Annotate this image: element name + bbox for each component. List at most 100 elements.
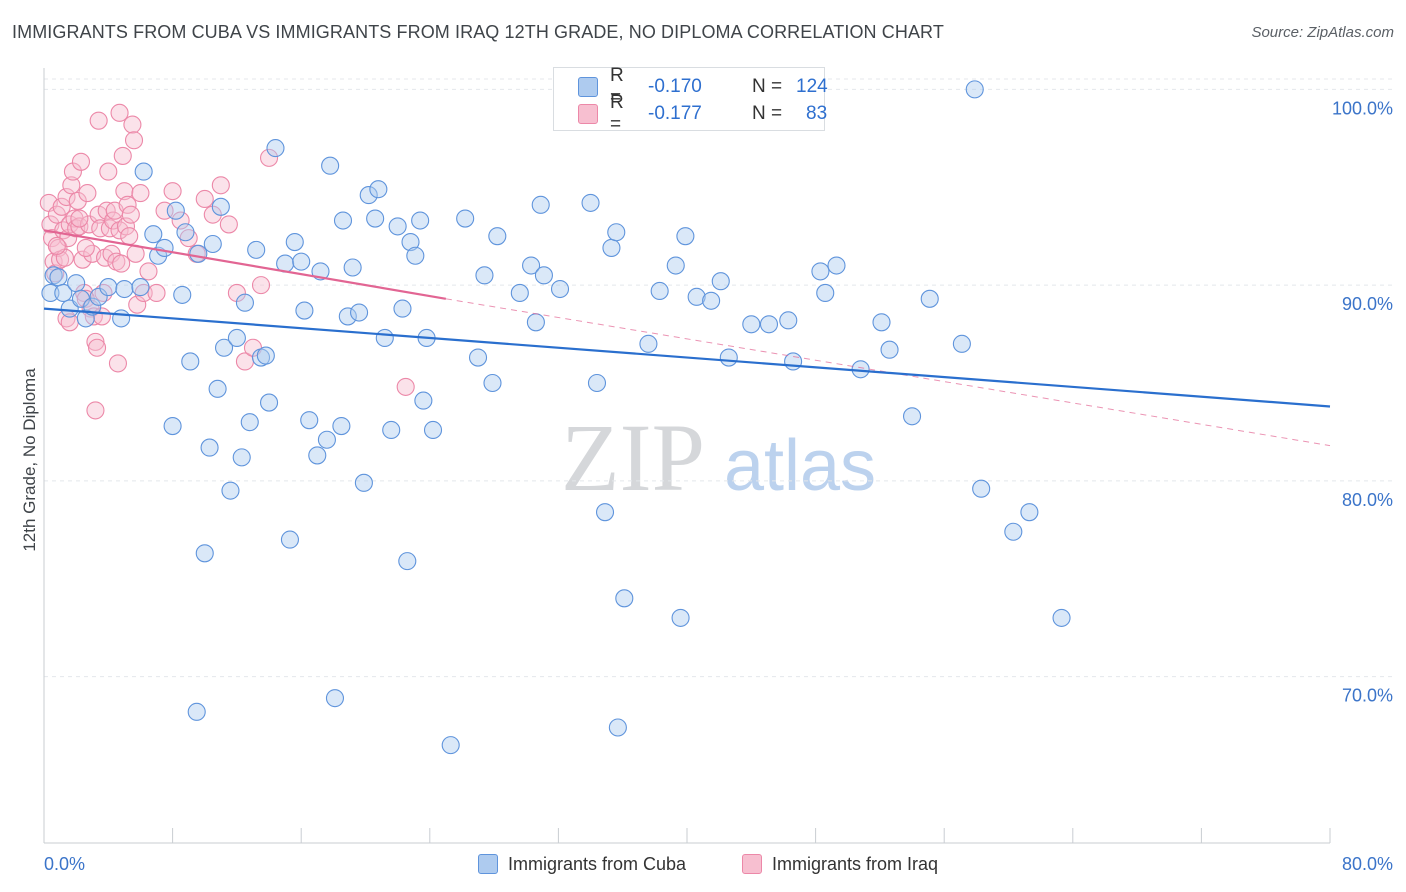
cuba-point	[195, 544, 214, 563]
iraq-point	[171, 211, 190, 230]
cuba-point	[742, 315, 761, 334]
iraq-point	[211, 176, 230, 195]
trend-lines	[43, 229, 1331, 447]
iraq-point	[79, 215, 99, 234]
iraq-point	[115, 182, 134, 201]
cuba-n-value: 124	[796, 76, 828, 97]
iraq-point	[219, 215, 238, 234]
n-label: N =	[752, 103, 783, 124]
iraq-point	[86, 401, 105, 420]
iraq-point	[118, 195, 137, 214]
iraq-point	[147, 283, 166, 302]
cuba-point	[54, 283, 73, 302]
cuba-point	[711, 272, 730, 291]
cuba-point	[115, 279, 134, 299]
cuba-point	[332, 417, 351, 436]
cuba-point	[325, 689, 345, 708]
cuba-point	[134, 162, 153, 181]
r-label: R =	[610, 92, 624, 135]
cuba-point	[607, 223, 626, 242]
cuba-point	[779, 311, 798, 330]
iraq-points	[39, 103, 415, 420]
cuba-point	[827, 256, 846, 275]
iraq-point	[108, 354, 127, 373]
zipatlas-watermark: ZIP atlas	[561, 404, 876, 511]
cuba-points	[41, 80, 1071, 755]
watermark-atlas: atlas	[724, 426, 876, 506]
cuba-point	[811, 262, 830, 281]
cuba-point	[173, 285, 192, 304]
cuba-point	[99, 278, 118, 297]
cuba-point	[89, 287, 108, 306]
cuba-point	[816, 283, 835, 302]
cuba-point	[333, 211, 353, 230]
bottom-legend-iraq: Immigrants from Iraq	[742, 852, 938, 876]
cuba-point	[488, 227, 507, 246]
cuba-point	[382, 420, 401, 440]
cuba-point	[608, 718, 627, 737]
cuba-point	[350, 303, 369, 322]
iraq-trend-line	[43, 229, 447, 300]
cuba-point	[920, 289, 939, 308]
cuba-point	[76, 309, 95, 328]
y-tick-label: 100.0%	[1332, 98, 1393, 118]
cuba-point	[187, 702, 206, 721]
iraq-point	[251, 276, 271, 295]
cuba-point	[719, 348, 738, 367]
cuba-point	[483, 373, 502, 393]
cuba-point	[1052, 608, 1071, 627]
cuba-point	[615, 589, 634, 608]
cuba-swatch	[578, 77, 598, 97]
cuba-point	[1004, 522, 1023, 541]
iraq-point	[195, 189, 214, 209]
cuba-point	[366, 209, 385, 228]
cuba-point	[155, 238, 174, 257]
source-label: Source: ZipAtlas.com	[1251, 24, 1394, 41]
iraq-point	[52, 197, 71, 216]
iraq-point	[163, 182, 182, 201]
iraq-point	[57, 187, 76, 207]
cuba-point	[965, 80, 984, 99]
cuba-point	[456, 209, 475, 228]
iraq-point	[110, 103, 129, 122]
cuba-point	[354, 473, 373, 492]
iraq-point	[113, 146, 132, 165]
cuba-point	[300, 411, 319, 430]
cuba-point	[200, 438, 219, 457]
iraq-point	[121, 205, 140, 224]
iraq-point	[131, 184, 150, 203]
cuba-point	[343, 258, 362, 277]
cuba-point	[414, 391, 433, 410]
cuba-point	[211, 197, 230, 216]
cuba-legend-label: Immigrants from Cuba	[508, 853, 687, 874]
cuba-point	[531, 195, 550, 214]
cuba-point	[308, 446, 327, 465]
cuba-point	[112, 309, 131, 328]
cuba-point	[550, 279, 570, 299]
chart-title: IMMIGRANTS FROM CUBA VS IMMIGRANTS FROM …	[12, 22, 944, 42]
iraq-point	[128, 295, 147, 314]
cuba-point	[163, 417, 182, 436]
cuba-point	[676, 227, 695, 246]
iraq-point	[116, 217, 136, 236]
iraq-point	[139, 262, 158, 281]
grid-lines	[44, 78, 1392, 678]
cuba-point	[872, 313, 891, 332]
cuba-point	[131, 278, 150, 297]
x-tick-label: 0.0%	[44, 854, 85, 874]
stats-legend: R = -0.170 N = 124 R = -0.177 N = 83	[553, 65, 828, 135]
iraq-point	[68, 191, 87, 210]
y-tick-label: 90.0%	[1342, 294, 1393, 314]
iraq-point	[76, 238, 95, 257]
cuba-point	[534, 266, 553, 285]
cuba-point	[144, 225, 163, 244]
cuba-point	[595, 503, 615, 522]
cuba-point	[522, 256, 541, 275]
iraq-point	[99, 162, 118, 181]
iraq-point	[123, 115, 142, 134]
cuba-point	[214, 338, 234, 357]
y-tick-label: 80.0%	[1342, 490, 1393, 510]
iraq-swatch	[578, 104, 598, 124]
cuba-point	[181, 352, 200, 371]
cuba-point	[259, 393, 279, 412]
